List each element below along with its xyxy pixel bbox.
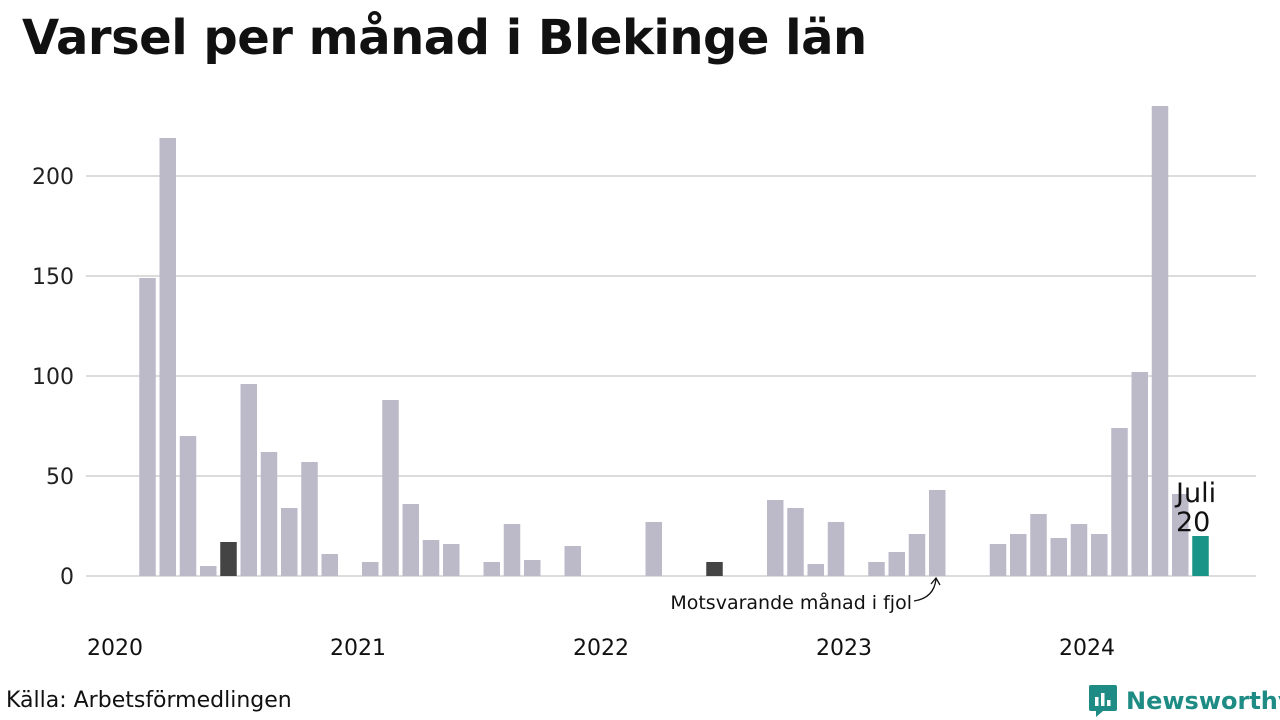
bar-2023-09 [1010, 534, 1027, 576]
bar-2021-11 [564, 546, 581, 576]
annotation: Motsvarande månad i fjol [670, 576, 941, 614]
x-tick-label: 2022 [573, 636, 629, 661]
annotation-arrowhead [930, 576, 941, 586]
highlight-value: 20 [1176, 507, 1210, 538]
bar-2020-05 [200, 566, 217, 576]
bar-2022-09 [767, 500, 784, 576]
bar-2024-01 [1091, 534, 1108, 576]
bar-2023-10 [1030, 514, 1047, 576]
annotation-text: Motsvarande månad i fjol [670, 591, 912, 614]
bar-2023-08 [989, 544, 1007, 576]
bar-2020-09 [281, 508, 298, 576]
bar-2023-12 [1070, 524, 1088, 576]
y-tick-label: 200 [32, 165, 74, 190]
bar-2023-03 [888, 552, 905, 576]
brand-name: Newsworthy [1126, 687, 1280, 715]
bar-2021-04 [422, 540, 440, 576]
bar-2023-11 [1050, 538, 1067, 576]
bar-2020-08 [260, 452, 278, 576]
bar-2022-03 [645, 522, 662, 576]
bar-2020-06 [220, 542, 237, 576]
bar-2021-05 [443, 544, 460, 576]
x-tick-label: 2020 [87, 636, 143, 661]
y-tick-label: 0 [60, 565, 74, 590]
bar-2021-07 [483, 562, 500, 576]
bar-2024-06 [1192, 536, 1209, 576]
x-tick-label: 2021 [330, 636, 386, 661]
x-axis-year-labels: 2020 2021 2022 2023 2024 [87, 636, 1115, 661]
bar-2021-08 [503, 524, 521, 576]
bar-2024-03 [1131, 372, 1148, 576]
bar-2020-04 [179, 436, 197, 576]
bar-2022-10 [787, 508, 804, 576]
y-tick-label: 50 [46, 465, 74, 490]
y-axis-ticks: 0 50 100 150 200 [32, 165, 74, 590]
bar-2021-03 [402, 504, 419, 576]
bar-2022-06 [706, 562, 723, 576]
bar-2021-01 [362, 562, 379, 576]
highlight-label: Juli 20 [1174, 478, 1216, 538]
bar-2021-02 [382, 400, 399, 576]
bars [139, 106, 1209, 576]
annotation-arrow [913, 578, 937, 602]
bar-2020-02 [139, 278, 156, 576]
x-tick-label: 2023 [816, 636, 872, 661]
highlight-month: Juli [1174, 478, 1216, 509]
source-text: Källa: Arbetsförmedlingen [6, 688, 292, 713]
bar-2024-05 [1172, 494, 1189, 576]
bar-2024-02 [1111, 428, 1128, 576]
y-tick-label: 150 [32, 265, 74, 290]
bar-2023-02 [868, 562, 885, 576]
bar-2022-12 [827, 522, 845, 576]
bar-2020-03 [159, 138, 176, 576]
bar-2020-11 [321, 554, 338, 576]
x-tick-label: 2024 [1059, 636, 1115, 661]
bar-2020-07 [240, 384, 257, 576]
bar-2020-10 [301, 462, 318, 576]
y-tick-label: 100 [32, 365, 74, 390]
bar-2022-11 [807, 564, 824, 576]
bar-2023-04 [908, 534, 926, 576]
chart-title: Varsel per månad i Blekinge län [22, 10, 867, 66]
bar-2024-04 [1151, 106, 1169, 576]
newsworthy-logo-icon [1089, 685, 1117, 717]
bar-2021-09 [524, 560, 541, 576]
bar-2023-05 [929, 490, 946, 576]
brand: Newsworthy [1088, 684, 1280, 718]
